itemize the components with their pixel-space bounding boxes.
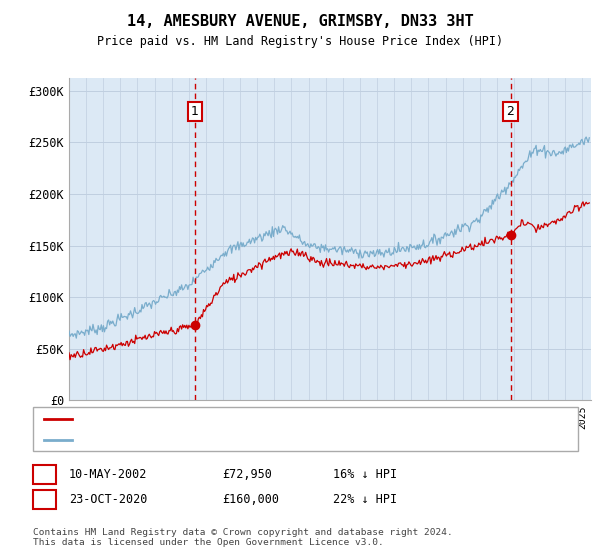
Text: 14, AMESBURY AVENUE, GRIMSBY, DN33 3HT (detached house): 14, AMESBURY AVENUE, GRIMSBY, DN33 3HT (… — [79, 414, 423, 424]
Text: 23-OCT-2020: 23-OCT-2020 — [69, 493, 148, 506]
Text: HPI: Average price, detached house, North East Lincolnshire: HPI: Average price, detached house, Nort… — [79, 435, 448, 445]
Text: 22% ↓ HPI: 22% ↓ HPI — [333, 493, 397, 506]
Text: 1: 1 — [191, 105, 199, 118]
Text: 14, AMESBURY AVENUE, GRIMSBY, DN33 3HT: 14, AMESBURY AVENUE, GRIMSBY, DN33 3HT — [127, 14, 473, 29]
Text: 10-MAY-2002: 10-MAY-2002 — [69, 468, 148, 481]
Text: 1: 1 — [41, 468, 48, 481]
Text: £72,950: £72,950 — [222, 468, 272, 481]
Text: 16% ↓ HPI: 16% ↓ HPI — [333, 468, 397, 481]
Text: 2: 2 — [506, 105, 514, 118]
Text: Contains HM Land Registry data © Crown copyright and database right 2024.
This d: Contains HM Land Registry data © Crown c… — [33, 528, 453, 547]
Text: 2: 2 — [41, 493, 48, 506]
Text: Price paid vs. HM Land Registry's House Price Index (HPI): Price paid vs. HM Land Registry's House … — [97, 35, 503, 48]
Text: £160,000: £160,000 — [222, 493, 279, 506]
